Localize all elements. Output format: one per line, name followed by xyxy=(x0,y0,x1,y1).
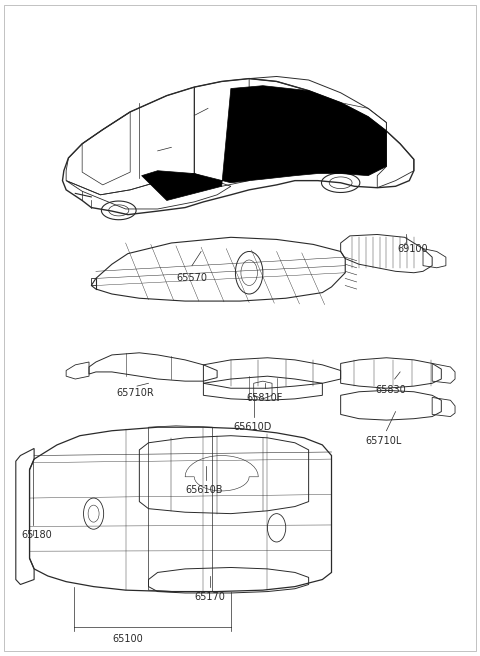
Text: 65170: 65170 xyxy=(194,592,225,602)
Polygon shape xyxy=(142,86,386,201)
Text: 65710L: 65710L xyxy=(366,436,402,445)
Text: 65830: 65830 xyxy=(375,384,406,395)
Text: 65180: 65180 xyxy=(21,530,52,540)
Text: 65610D: 65610D xyxy=(233,422,272,432)
Text: 65100: 65100 xyxy=(112,634,143,644)
Text: 65710R: 65710R xyxy=(117,388,154,398)
Text: 69100: 69100 xyxy=(398,245,429,255)
Text: 65570: 65570 xyxy=(176,273,207,283)
Text: 65810F: 65810F xyxy=(247,393,283,403)
Text: 65610B: 65610B xyxy=(185,485,223,495)
